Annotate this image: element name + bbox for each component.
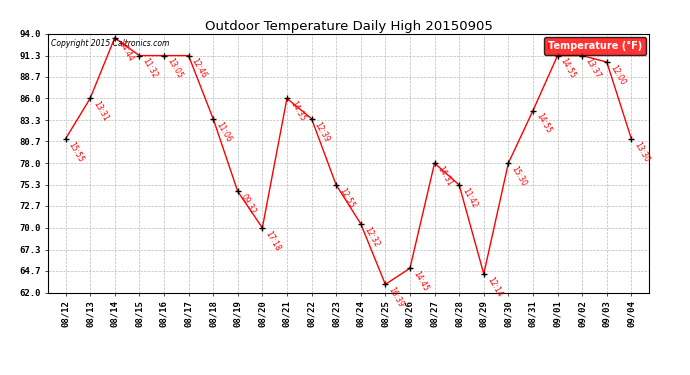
Text: 12:39: 12:39 bbox=[313, 120, 332, 143]
Text: 14:45: 14:45 bbox=[411, 270, 430, 293]
Text: 17:18: 17:18 bbox=[264, 229, 282, 252]
Text: 13:31: 13:31 bbox=[92, 100, 110, 123]
Text: 13:37: 13:37 bbox=[584, 57, 602, 80]
Legend: Temperature (°F): Temperature (°F) bbox=[544, 37, 646, 54]
Text: 12:55: 12:55 bbox=[337, 186, 356, 210]
Text: 14:44: 14:44 bbox=[116, 39, 135, 63]
Text: 14:55: 14:55 bbox=[534, 112, 553, 135]
Text: 12:14: 12:14 bbox=[485, 275, 504, 298]
Text: 11:06: 11:06 bbox=[215, 120, 233, 143]
Title: Outdoor Temperature Daily High 20150905: Outdoor Temperature Daily High 20150905 bbox=[204, 20, 493, 33]
Text: Copyright 2015 Caltronics.com: Copyright 2015 Caltronics.com bbox=[51, 39, 170, 48]
Text: 14:35: 14:35 bbox=[288, 100, 307, 123]
Text: 15:30: 15:30 bbox=[510, 165, 529, 188]
Text: 13:05: 13:05 bbox=[166, 57, 184, 80]
Text: 12:46: 12:46 bbox=[190, 57, 208, 80]
Text: 12:00: 12:00 bbox=[608, 63, 627, 87]
Text: 14:31: 14:31 bbox=[436, 165, 455, 188]
Text: 15:55: 15:55 bbox=[67, 140, 86, 164]
Text: 11:32: 11:32 bbox=[141, 57, 159, 80]
Text: 12:32: 12:32 bbox=[362, 225, 381, 248]
Text: 13:30: 13:30 bbox=[633, 140, 651, 164]
Text: 14:55: 14:55 bbox=[559, 57, 578, 80]
Text: 11:42: 11:42 bbox=[460, 186, 479, 210]
Text: 09:32: 09:32 bbox=[239, 193, 258, 216]
Text: 16:39: 16:39 bbox=[386, 286, 406, 309]
